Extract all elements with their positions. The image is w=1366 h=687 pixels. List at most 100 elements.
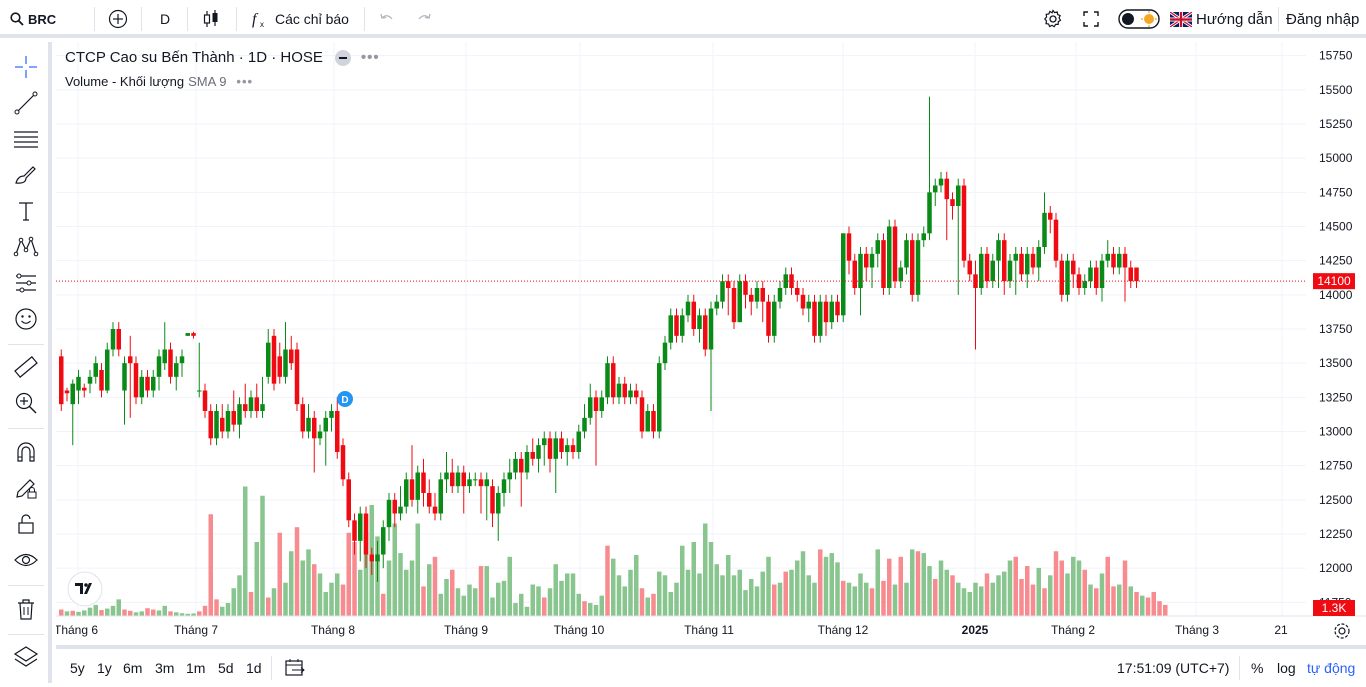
dividend-marker[interactable]: D [337,391,353,407]
eye-icon [14,553,38,567]
hide-series-button[interactable] [334,49,351,66]
candle [432,493,438,521]
volume-bar [133,612,139,616]
zoom-tool[interactable] [10,387,42,419]
candle [496,486,501,541]
candle [703,308,708,357]
candle [651,404,656,439]
layers-icon [13,646,39,667]
interval-button[interactable]: D [160,0,170,38]
price-chart[interactable]: 15750 15500 15250 15000 14750 14500 14250 14000… [56,42,1366,642]
candle [358,506,363,562]
clock-timezone[interactable]: 17:51:09 (UTC+7) [1117,649,1229,687]
login-button[interactable]: Đăng nhập [1286,0,1359,38]
volume-bar [386,560,392,616]
volume-bar [519,593,524,616]
range-1y[interactable]: 1y [97,649,112,687]
last-price-label: 14100 [1317,274,1351,288]
volume-bar [214,599,219,616]
measure-tool[interactable] [10,351,42,383]
candle [950,192,955,220]
candle [869,247,875,288]
candle [93,356,98,384]
volume-options-icon[interactable]: ••• [236,74,254,89]
fib-retracement-icon [14,131,38,148]
candle [162,322,167,370]
candle [139,370,144,405]
range-3m[interactable]: 3m [155,649,174,687]
svg-text:x: x [260,20,264,29]
price-tick-label: 14250 [1319,254,1353,268]
candle [927,96,932,241]
crosshair-tool[interactable] [10,51,42,83]
volume-bar [427,564,432,616]
percent-scale-button[interactable]: % [1251,649,1263,687]
volume-bar [1071,556,1076,616]
emoji-tool[interactable] [10,303,42,335]
magnet-tool[interactable] [10,436,42,468]
remove-drawings[interactable] [10,593,42,625]
candle [191,331,196,339]
settings-button[interactable] [1043,0,1063,38]
brush-tool[interactable] [10,159,42,191]
candle [1007,253,1013,288]
symbol-search[interactable]: BRC [10,0,56,38]
volume-bar [162,605,167,616]
uk-flag-icon [1170,11,1192,27]
compare-symbol-button[interactable] [108,0,128,38]
object-tree[interactable] [10,641,42,673]
volume-bar [806,575,811,616]
chart-area[interactable]: 15750 15500 15250 15000 14750 14500 14250 14000… [56,42,1366,642]
log-scale-button[interactable]: log [1277,649,1296,687]
lock-drawing-mode[interactable] [10,472,42,504]
redo-icon [418,13,431,20]
prediction-tool[interactable] [10,267,42,299]
axis-settings-button[interactable] [1334,623,1350,639]
trend-line-icon [14,91,38,115]
price-tick-label: 12500 [1319,493,1353,507]
theme-toggle[interactable] [1118,0,1160,38]
range-1d[interactable]: 1d [246,649,262,687]
redo-button[interactable] [415,0,433,38]
volume-bar [64,611,70,616]
candle [795,281,800,302]
tradingview-logo[interactable] [67,571,103,607]
price-tick-label: 15500 [1319,83,1353,97]
range-6m[interactable]: 6m [123,649,142,687]
text-tool[interactable] [10,195,42,227]
time-tick-label: 2025 [962,623,989,637]
candle [1025,247,1030,288]
candle [754,281,760,309]
chart-type-button[interactable] [202,0,220,38]
range-1m[interactable]: 1m [186,649,205,687]
volume-bar [1094,588,1099,616]
pattern-tool[interactable] [10,231,42,263]
volume-bar [622,586,627,616]
candle [743,274,748,309]
candle [409,445,415,507]
undo-button[interactable] [378,0,396,38]
candle [277,342,282,384]
candle [714,294,719,316]
more-options-icon[interactable]: ••• [360,49,380,66]
range-5d[interactable]: 5d [218,649,234,687]
language-guide-button[interactable]: Hướng dẫn [1170,0,1273,38]
candle [82,383,87,398]
date-range-button[interactable] [284,649,306,687]
auto-scale-button[interactable]: tự động [1307,649,1355,687]
zoom-in-icon [15,392,37,414]
volume-bar [1059,560,1064,616]
range-5y[interactable]: 5y [70,649,85,687]
volume-bar [984,573,990,616]
price-tick-label: 12000 [1319,561,1353,575]
hide-drawings[interactable] [10,544,42,576]
candle [881,233,886,295]
lock-all-drawings[interactable] [10,508,42,540]
volume-bar [352,542,357,616]
volume-bar [553,564,558,616]
trend-line-tool[interactable] [10,87,42,119]
volume-bar [680,545,685,616]
fullscreen-button[interactable] [1082,0,1100,38]
fib-tool[interactable] [10,123,42,155]
